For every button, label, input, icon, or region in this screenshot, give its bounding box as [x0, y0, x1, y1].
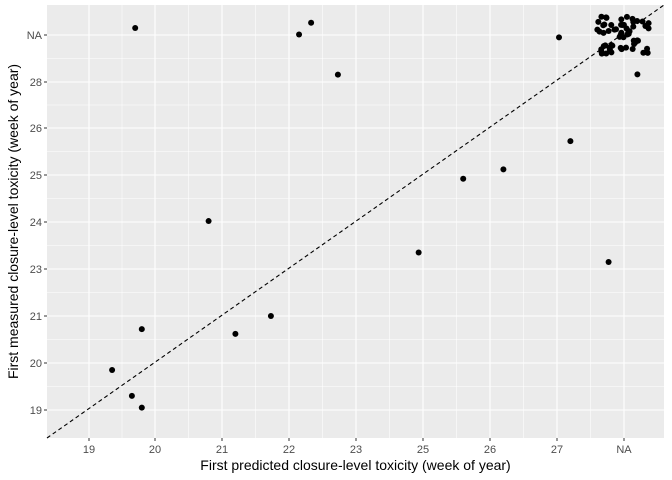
data-point — [634, 71, 641, 78]
x-tick-label: 27 — [551, 444, 563, 456]
data-point-na-cluster — [600, 43, 607, 50]
data-point-na-cluster — [634, 18, 641, 25]
data-point-na-cluster — [605, 27, 612, 34]
x-tick-label: NA — [616, 444, 632, 456]
data-point — [205, 218, 212, 225]
data-point-na-cluster — [640, 49, 647, 56]
y-axis-title: First measured closure-level toxicity (w… — [5, 64, 21, 379]
data-point — [128, 392, 135, 399]
y-tick-label: 21 — [30, 311, 42, 323]
data-point-na-cluster — [630, 23, 637, 30]
data-point-na-cluster — [601, 21, 608, 28]
data-point-na-cluster — [639, 18, 646, 25]
data-point-na-cluster — [608, 21, 615, 28]
y-tick-label: 19 — [30, 405, 42, 417]
data-points — [109, 13, 652, 411]
x-tick-label: 20 — [149, 444, 161, 456]
data-point-na-cluster — [603, 50, 610, 57]
x-tick-label: 23 — [350, 444, 362, 456]
data-point-na-cluster — [632, 39, 639, 46]
y-tick-label: 20 — [30, 358, 42, 370]
y-tick-label: 28 — [30, 77, 42, 89]
data-point-na-cluster — [618, 29, 625, 36]
x-tick-label: 19 — [83, 444, 95, 456]
data-point — [232, 330, 239, 337]
data-point-na-cluster — [618, 16, 625, 23]
data-point — [296, 31, 303, 38]
data-point-na-cluster — [598, 13, 605, 20]
data-point — [460, 175, 467, 182]
data-point-na-cluster — [606, 44, 613, 51]
data-point-na-cluster — [642, 23, 649, 30]
y-tick-label: 25 — [30, 170, 42, 182]
x-tick-label: 22 — [283, 444, 295, 456]
data-point-na-cluster — [644, 45, 651, 52]
data-point-na-cluster — [608, 49, 615, 56]
x-tick-label: 26 — [484, 444, 496, 456]
data-point — [556, 34, 563, 41]
data-point-na-cluster — [619, 21, 626, 28]
data-point — [138, 404, 145, 411]
x-axis: 19 20 21 22 23 25 26 27 NA — [83, 438, 632, 456]
data-point-na-cluster — [625, 30, 632, 37]
data-point — [109, 367, 116, 374]
data-point-na-cluster — [598, 50, 605, 57]
x-axis-title: First predicted closure-level toxicity (… — [200, 457, 510, 473]
data-point — [334, 71, 341, 78]
data-point — [267, 313, 274, 319]
y-tick-label: 23 — [30, 264, 42, 276]
data-point-na-cluster — [629, 46, 636, 53]
data-point — [605, 258, 612, 265]
data-point — [500, 166, 507, 173]
y-tick-label: NA — [27, 30, 43, 42]
data-point-na-cluster — [594, 26, 601, 33]
data-point-na-cluster — [603, 14, 610, 21]
data-point — [132, 24, 139, 31]
data-point-na-cluster — [611, 26, 618, 33]
y-axis: 19 20 21 23 24 25 26 28 NA — [27, 30, 47, 417]
x-tick-label: 25 — [417, 444, 429, 456]
data-point — [308, 19, 315, 26]
data-point — [415, 249, 422, 256]
y-tick-label: 24 — [30, 217, 42, 229]
data-point-na-cluster — [595, 18, 602, 25]
x-tick-label: 21 — [216, 444, 228, 456]
data-point-na-cluster — [623, 44, 630, 51]
major-gridlines — [47, 5, 664, 438]
data-point — [567, 138, 574, 145]
data-point — [138, 326, 145, 333]
y-tick-label: 26 — [30, 123, 42, 135]
data-point-na-cluster — [623, 13, 630, 20]
